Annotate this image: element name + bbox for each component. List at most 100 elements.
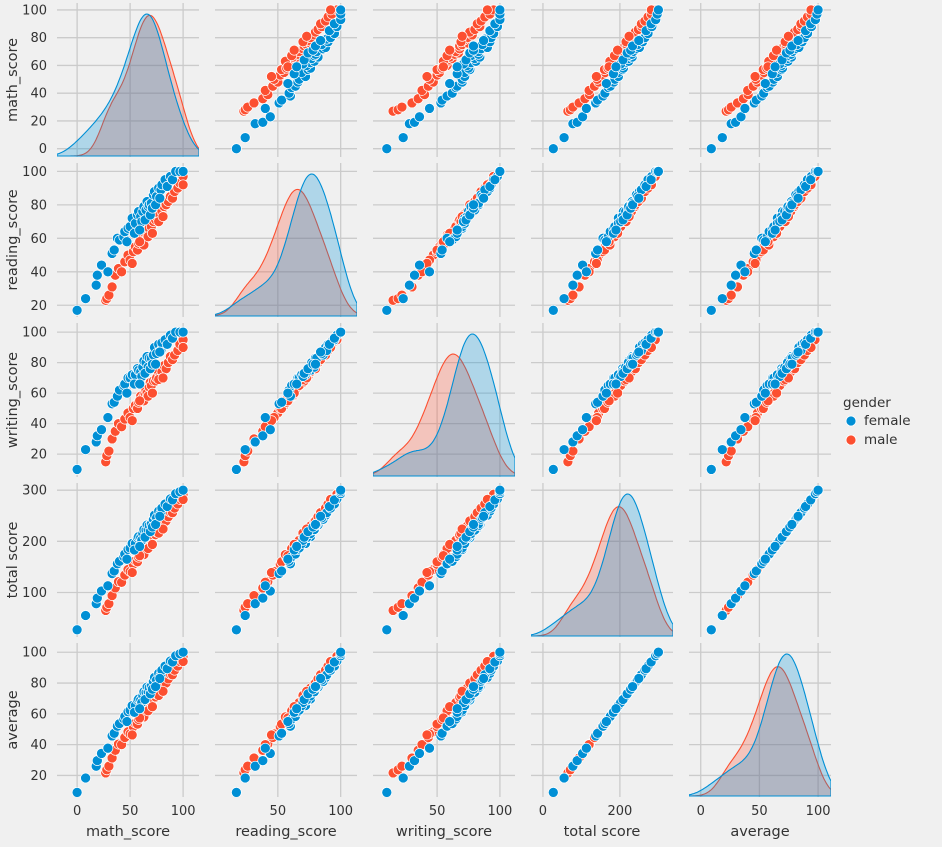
point-female (71, 464, 83, 475)
point-female (154, 346, 166, 358)
point-female (750, 565, 762, 577)
point-male (147, 539, 158, 550)
point-female (547, 304, 559, 316)
y-tick-label: 20 (30, 114, 47, 129)
legend-label-male: male (864, 432, 897, 448)
kde-female (215, 173, 357, 317)
point-female (601, 387, 612, 399)
panel-average-vs-total-score (531, 643, 673, 797)
point-female (812, 484, 824, 496)
y-tick-label: 100 (22, 3, 47, 18)
point-male (591, 415, 602, 426)
panels (57, 3, 831, 797)
point-female (494, 646, 506, 658)
point-female (547, 143, 559, 155)
point-female (381, 143, 393, 155)
point-male (783, 30, 794, 42)
point-female (177, 646, 189, 658)
point-female (259, 103, 271, 114)
point-male (444, 44, 456, 56)
x-tick-label: 100 (171, 804, 196, 819)
point-female (601, 78, 612, 89)
point-female (739, 580, 751, 592)
point-female (812, 4, 824, 16)
x-axis-label-reading-score: reading_score (235, 824, 336, 840)
point-female (716, 444, 728, 455)
point-female (592, 727, 603, 739)
point-male (157, 372, 169, 384)
panel-writing-score-vs-reading-score (215, 323, 357, 477)
point-male (177, 342, 189, 353)
point-female (494, 166, 506, 177)
panel-total-score-vs-average (689, 483, 831, 637)
panel-math-score-vs-reading-score (215, 3, 357, 157)
point-female (239, 772, 251, 784)
point-male (612, 44, 623, 56)
point-female (276, 727, 287, 739)
point-female (571, 269, 583, 281)
panel-writing-score-vs-average (689, 323, 831, 477)
point-male (438, 61, 449, 73)
point-female (381, 624, 393, 636)
x-tick-label: 50 (122, 804, 139, 819)
point-male (749, 258, 761, 269)
x-tick-label: 200 (607, 804, 632, 819)
point-female (90, 279, 102, 291)
point-male (771, 44, 782, 56)
point-female (478, 510, 489, 522)
point-female (581, 266, 592, 278)
point-female (786, 519, 798, 530)
panel-writing-score-vs-math-score (57, 323, 199, 477)
point-male (126, 729, 138, 741)
point-female (397, 772, 409, 784)
point-male (134, 395, 146, 407)
point-female (558, 444, 570, 455)
panel-total-score-vs-reading-score (215, 483, 357, 637)
point-female (812, 166, 824, 177)
point-male (771, 387, 782, 399)
panel-writing-score-vs-total-score (531, 323, 673, 477)
point-female (259, 412, 271, 423)
point-female (444, 553, 456, 565)
panel-average-vs-reading-score (215, 643, 357, 797)
point-female (121, 236, 133, 248)
point-male (591, 258, 602, 269)
point-female (102, 742, 114, 754)
point-female (735, 424, 747, 436)
point-female (759, 236, 771, 248)
point-female (257, 755, 269, 766)
point-female (134, 703, 146, 715)
x-tick-label: 50 (751, 804, 768, 819)
point-female (335, 4, 347, 16)
point-female (397, 610, 409, 621)
point-female (264, 111, 276, 123)
point-female (627, 199, 638, 211)
point-male (301, 30, 313, 42)
y-tick-label: 40 (30, 87, 47, 102)
point-female (478, 673, 489, 684)
point-female (134, 378, 146, 390)
point-female (601, 236, 612, 248)
point-female (581, 103, 592, 114)
panel-writing-score-vs-writing-score (373, 323, 515, 477)
point-male (126, 258, 138, 269)
panel-reading-score-vs-average (689, 163, 831, 317)
kde-female (373, 333, 515, 477)
point-female (451, 541, 463, 552)
point-female (705, 624, 717, 636)
point-male (325, 4, 336, 16)
point-female (759, 553, 771, 565)
panel-average-vs-writing-score (373, 643, 515, 797)
point-female (812, 326, 824, 338)
point-female (653, 166, 664, 177)
point-female (249, 598, 261, 610)
point-female (154, 673, 166, 684)
point-female (239, 444, 251, 455)
point-female (436, 244, 448, 256)
point-female (739, 103, 751, 114)
point-female (759, 387, 771, 399)
point-female (150, 358, 161, 370)
point-female (177, 484, 189, 496)
point-female (80, 444, 91, 455)
